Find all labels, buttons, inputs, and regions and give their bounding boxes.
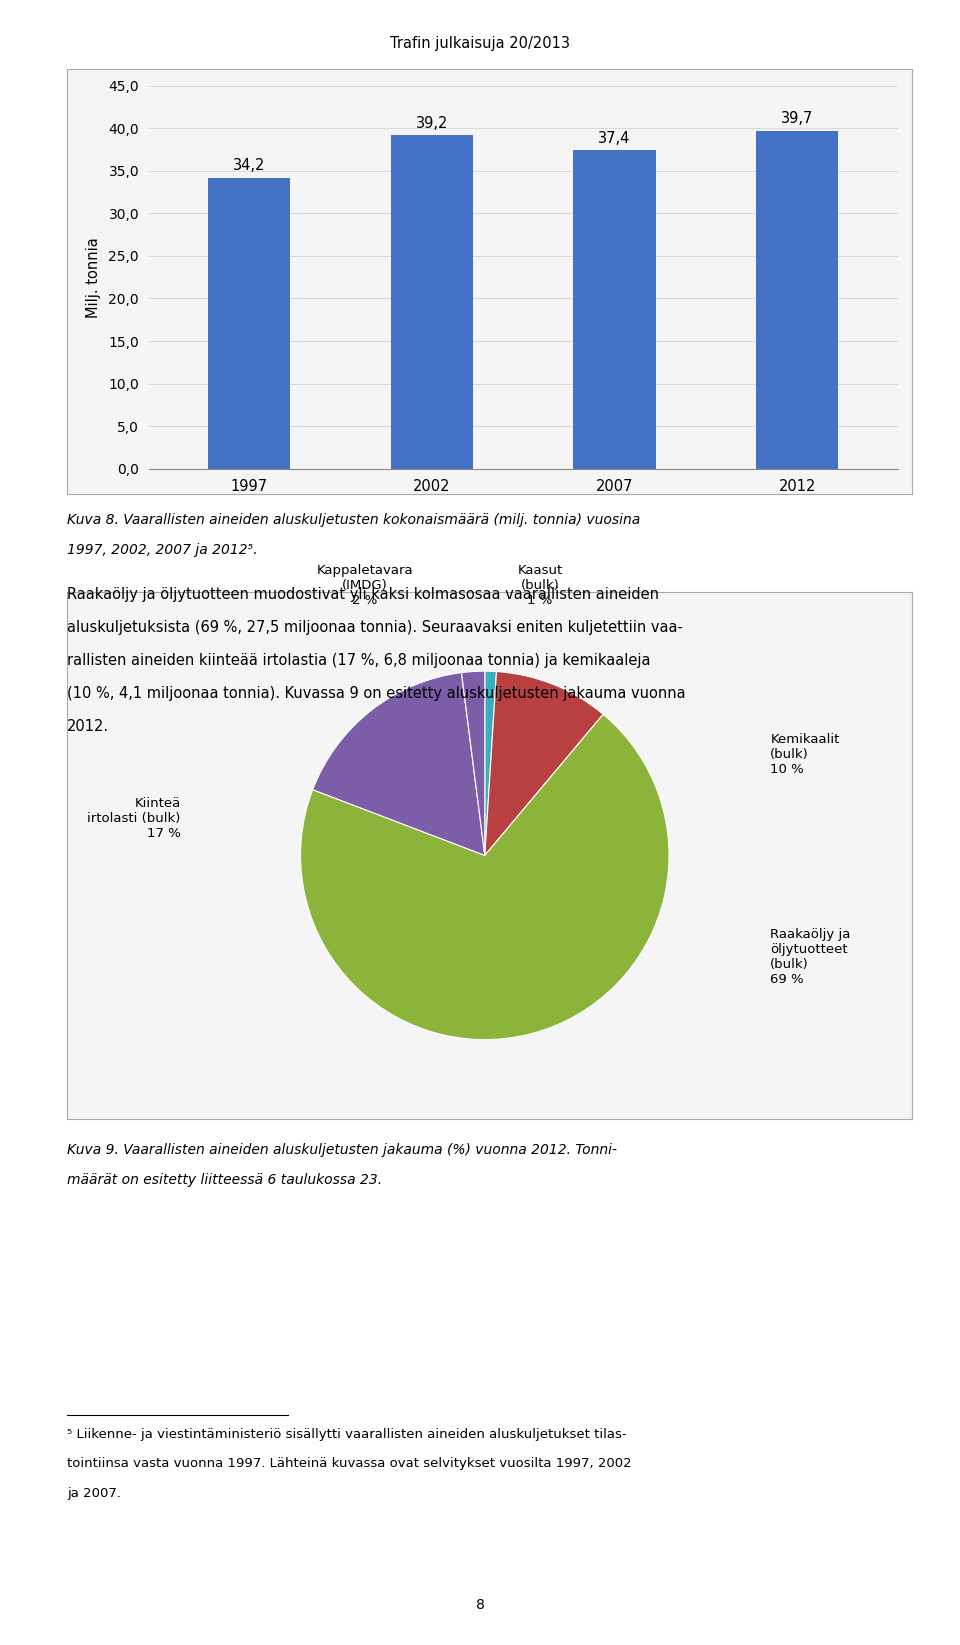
Text: määrät on esitetty liitteessä 6 taulukossa 23.: määrät on esitetty liitteessä 6 taulukos… — [67, 1173, 382, 1188]
Text: Kiinteä
irtolasti (bulk)
17 %: Kiinteä irtolasti (bulk) 17 % — [87, 798, 180, 841]
Text: Raakaöljy ja
öljytuotteet
(bulk)
69 %: Raakaöljy ja öljytuotteet (bulk) 69 % — [770, 928, 851, 985]
Text: Trafin julkaisuja 20/2013: Trafin julkaisuja 20/2013 — [390, 36, 570, 51]
Text: ja 2007.: ja 2007. — [67, 1487, 121, 1500]
Text: 34,2: 34,2 — [233, 158, 265, 173]
Text: (10 %, 4,1 miljoonaa tonnia). Kuvassa 9 on esitetty aluskuljetusten jakauma vuon: (10 %, 4,1 miljoonaa tonnia). Kuvassa 9 … — [67, 686, 685, 701]
Bar — [573, 150, 656, 469]
Text: Raakaöljy ja öljytuotteen muodostivat yli kaksi kolmasosaa vaarallisten aineiden: Raakaöljy ja öljytuotteen muodostivat yl… — [67, 587, 660, 602]
Text: Kappaletavara
(IMDG)
2 %: Kappaletavara (IMDG) 2 % — [317, 564, 414, 607]
Text: 1997, 2002, 2007 ja 2012⁵.: 1997, 2002, 2007 ja 2012⁵. — [67, 543, 258, 558]
Wedge shape — [313, 673, 485, 855]
Text: Kuva 9. Vaarallisten aineiden aluskuljetusten jakauma (%) vuonna 2012. Tonni-: Kuva 9. Vaarallisten aineiden aluskuljet… — [67, 1143, 617, 1158]
Wedge shape — [300, 714, 669, 1040]
Text: Kemikaalit
(bulk)
10 %: Kemikaalit (bulk) 10 % — [770, 732, 840, 775]
Bar — [208, 178, 290, 469]
Bar — [391, 135, 473, 469]
Text: 37,4: 37,4 — [598, 132, 631, 146]
Text: ⁵ Liikenne- ja viestintäministeriö sisällytti vaarallisten aineiden aluskuljetuk: ⁵ Liikenne- ja viestintäministeriö sisäl… — [67, 1428, 627, 1441]
Wedge shape — [485, 671, 603, 855]
Text: rallisten aineiden kiinteää irtolastia (17 %, 6,8 miljoonaa tonnia) ja kemikaale: rallisten aineiden kiinteää irtolastia (… — [67, 653, 651, 668]
Text: aluskuljetuksista (69 %, 27,5 miljoonaa tonnia). Seuraavaksi eniten kuljetettiin: aluskuljetuksista (69 %, 27,5 miljoonaa … — [67, 620, 684, 635]
Text: 39,2: 39,2 — [416, 115, 448, 130]
Text: tointiinsa vasta vuonna 1997. Lähteinä kuvassa ovat selvitykset vuosilta 1997, 2: tointiinsa vasta vuonna 1997. Lähteinä k… — [67, 1457, 632, 1471]
Text: 39,7: 39,7 — [781, 112, 813, 127]
Bar — [756, 130, 838, 469]
Text: 2012.: 2012. — [67, 719, 109, 734]
Text: Kaasut
(bulk)
1 %: Kaasut (bulk) 1 % — [517, 564, 563, 607]
Text: 8: 8 — [475, 1597, 485, 1612]
Y-axis label: Milj. tonnia: Milj. tonnia — [86, 237, 102, 317]
Wedge shape — [462, 671, 485, 855]
Text: Kuva 8. Vaarallisten aineiden aluskuljetusten kokonaismäärä (milj. tonnia) vuosi: Kuva 8. Vaarallisten aineiden aluskuljet… — [67, 513, 640, 528]
Wedge shape — [485, 671, 496, 855]
